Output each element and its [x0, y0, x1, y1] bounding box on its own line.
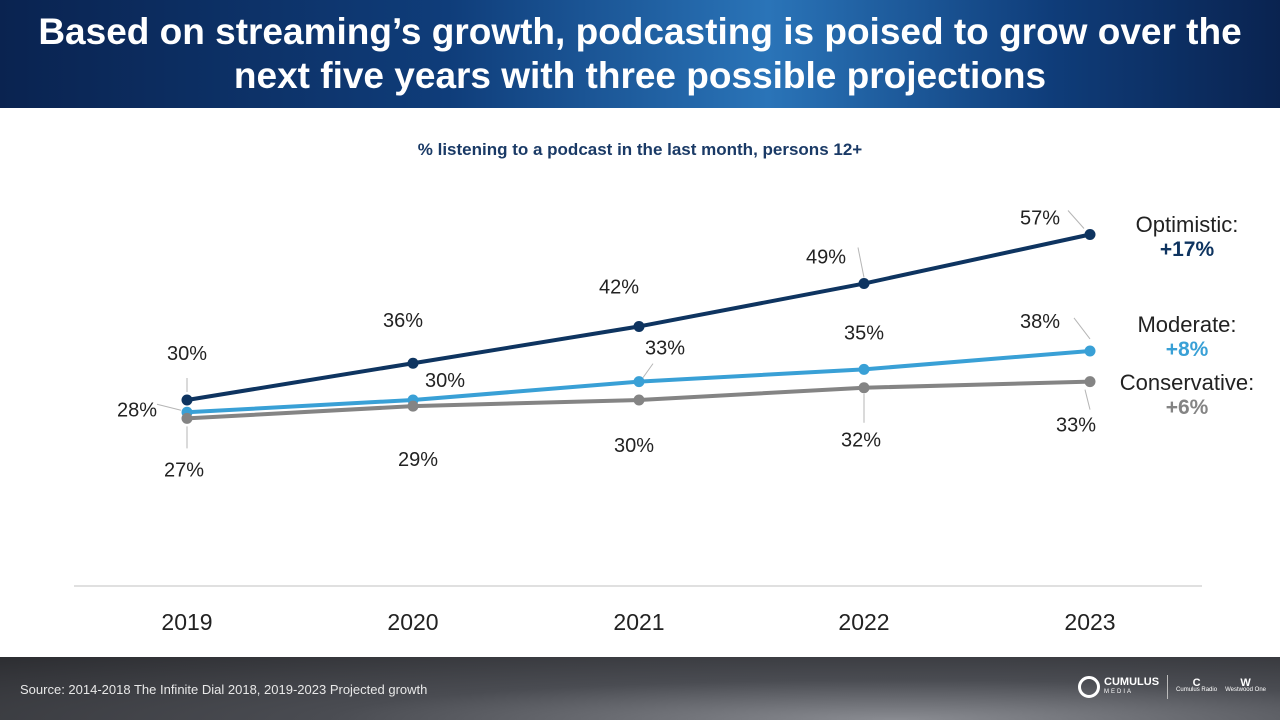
data-point-2-4	[1084, 376, 1096, 388]
x-tick-label-2021: 2021	[613, 609, 664, 635]
logo-main-text: CUMULUS	[1104, 676, 1160, 688]
data-label-0-4: 57%	[1020, 207, 1060, 229]
line-chart: 2019 2020 2021 2022 2023 30% 36% 42% 49% 57% 28% 30…	[74, 207, 1255, 635]
data-point-2-1	[407, 400, 419, 412]
data-point-0-0	[181, 394, 193, 406]
data-label-0-1: 36%	[383, 310, 423, 332]
series-name-0: Optimistic:	[1136, 212, 1239, 237]
series-line-0	[186, 232, 1091, 402]
data-label-1-2: 33%	[645, 338, 685, 360]
data-label-1-4: 38%	[1020, 311, 1060, 333]
data-point-2-3	[858, 382, 870, 394]
series-change-2: +6%	[1166, 396, 1209, 419]
data-label-2-1: 29%	[398, 449, 438, 471]
page-title: Based on streaming’s growth, podcasting …	[38, 11, 1242, 96]
data-label-2-2: 30%	[614, 435, 654, 457]
logo-main-subtext: MEDIA	[1104, 689, 1134, 695]
logo-divider	[1167, 675, 1169, 699]
data-point-1-4	[1084, 345, 1096, 357]
x-tick-label-2022: 2022	[838, 609, 889, 635]
data-label-1-1: 30%	[425, 370, 465, 392]
cumulus-media-logo: CUMULUS MEDIA	[1078, 676, 1159, 698]
logo-radio-text: Cumulus Radio	[1176, 687, 1218, 693]
logo-westwood-text: Westwood One	[1225, 687, 1266, 693]
footer: Source: 2014-2018 The Infinite Dial 2018…	[0, 657, 1280, 720]
source-note: Source: 2014-2018 The Infinite Dial 2018…	[20, 682, 428, 697]
data-point-2-0	[181, 412, 193, 424]
leader-line-1-0	[156, 403, 182, 411]
data-label-2-0: 27%	[164, 459, 204, 481]
leader-line-1-4	[1073, 317, 1091, 340]
data-label-1-3: 35%	[844, 322, 884, 344]
leader-line-0-4	[1067, 210, 1085, 229]
westwood-w-icon: W	[1240, 677, 1251, 689]
data-point-1-2	[633, 376, 645, 388]
radio-c-icon: C	[1192, 677, 1201, 689]
data-label-0-2: 42%	[599, 276, 639, 298]
logo-group: CUMULUS MEDIA C Cumulus Radio W Westwood…	[1078, 675, 1266, 699]
data-label-1-0: 28%	[117, 399, 157, 421]
series-name-1: Moderate:	[1137, 312, 1236, 337]
series-change-0: +17%	[1160, 238, 1215, 261]
x-tick-label-2019: 2019	[161, 609, 212, 635]
westwood-one-logo: W Westwood One	[1225, 677, 1266, 694]
data-label-0-3: 49%	[806, 247, 846, 269]
data-label-2-3: 32%	[841, 430, 881, 452]
leader-line-0-3	[857, 247, 865, 278]
data-point-0-3	[858, 278, 870, 290]
title-banner: Based on streaming’s growth, podcasting …	[0, 0, 1280, 108]
x-tick-label-2020: 2020	[387, 609, 438, 635]
x-tick-label-2023: 2023	[1064, 609, 1115, 635]
data-label-0-0: 30%	[167, 343, 207, 365]
series-name-2: Conservative:	[1120, 370, 1255, 395]
chart-subtitle: % listening to a podcast in the last mon…	[417, 140, 863, 159]
leader-line-1-2	[642, 363, 654, 378]
series-change-1: +8%	[1166, 338, 1209, 361]
data-label-2-4: 33%	[1056, 415, 1096, 437]
cumulus-radio-logo: C Cumulus Radio	[1176, 677, 1218, 694]
data-point-1-3	[858, 363, 870, 375]
data-point-0-1	[407, 357, 419, 369]
leader-line-2-4	[1084, 389, 1091, 410]
cumulus-c-icon	[1078, 676, 1101, 698]
data-point-0-2	[633, 320, 645, 332]
data-point-2-2	[633, 394, 645, 406]
data-point-0-4	[1084, 228, 1096, 240]
